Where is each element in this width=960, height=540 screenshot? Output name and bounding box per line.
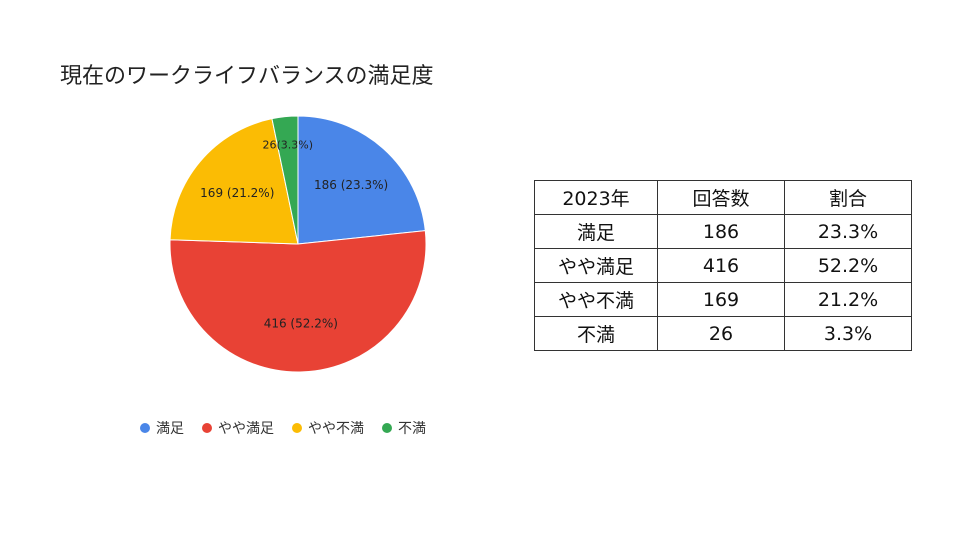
- table-cell-ratio: 52.2%: [784, 248, 912, 283]
- table-cell-count: 416: [657, 248, 785, 283]
- pie-slice-label: 169 (21.2%): [200, 186, 274, 200]
- legend-swatch: [140, 423, 150, 433]
- table-row: 満足 186 23.3%: [534, 214, 912, 249]
- table-cell-ratio: 23.3%: [784, 214, 912, 249]
- legend-swatch: [202, 423, 212, 433]
- table-cell-category: やや満足: [534, 248, 658, 283]
- pie-slice-somewhat-dissatisfied: [169, 118, 299, 245]
- table-header-ratio: 割合: [784, 180, 912, 215]
- data-table: 2023年 回答数 割合 満足 186 23.3% やや満足 416 52.2%…: [534, 180, 912, 351]
- legend-swatch: [382, 423, 392, 433]
- legend-item: 不満: [382, 418, 426, 438]
- legend-label: 不満: [398, 421, 426, 437]
- pie-slice-satisfied: [297, 115, 426, 245]
- table-row: やや不満 169 21.2%: [534, 282, 912, 317]
- table-cell-count: 169: [657, 282, 785, 317]
- pie-slice-label: 186 (23.3%): [314, 178, 388, 192]
- legend-item: やや不満: [292, 418, 364, 438]
- legend-swatch: [292, 423, 302, 433]
- table-row: 不満 26 3.3%: [534, 316, 912, 351]
- table-cell-category: 満足: [534, 214, 658, 249]
- table-cell-ratio: 21.2%: [784, 282, 912, 317]
- table-cell-count: 186: [657, 214, 785, 249]
- pie-slice-label: 26(3.3%): [263, 139, 314, 152]
- legend-label: 満足: [156, 421, 184, 437]
- chart-legend: 満足 やや満足 やや不満 不満: [140, 418, 426, 438]
- table-cell-category: やや不満: [534, 282, 658, 317]
- chart-title: 現在のワークライフバランスの満足度: [60, 64, 434, 89]
- table-row: やや満足 416 52.2%: [534, 248, 912, 283]
- table-header-count: 回答数: [657, 180, 785, 215]
- pie-slice-dissatisfied: [271, 115, 299, 245]
- legend-item: やや満足: [202, 418, 274, 438]
- table-cell-ratio: 3.3%: [784, 316, 912, 351]
- legend-label: やや満足: [218, 421, 274, 437]
- table-header-row: 2023年 回答数 割合: [534, 180, 912, 215]
- table-cell-count: 26: [657, 316, 785, 351]
- pie-slice-label: 416 (52.2%): [264, 316, 338, 330]
- pie-slice-somewhat-satisfied: [169, 230, 427, 373]
- table-cell-category: 不満: [534, 316, 658, 351]
- table-header-year: 2023年: [534, 180, 658, 215]
- legend-item: 満足: [140, 418, 184, 438]
- legend-label: やや不満: [308, 421, 364, 437]
